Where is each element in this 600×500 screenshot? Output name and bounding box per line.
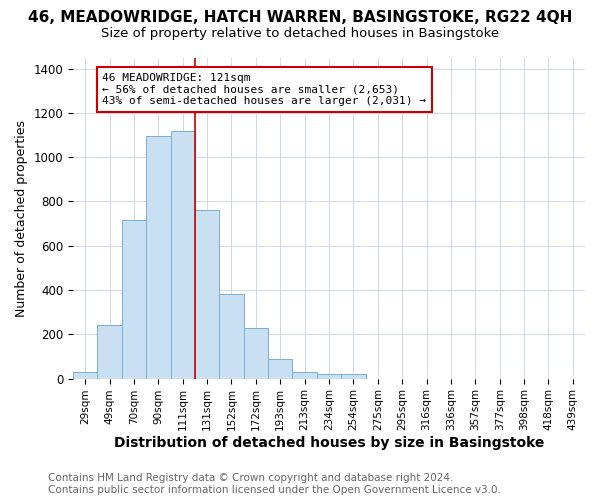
Bar — [244, 328, 268, 378]
Text: 46 MEADOWRIDGE: 121sqm
← 56% of detached houses are smaller (2,653)
43% of semi-: 46 MEADOWRIDGE: 121sqm ← 56% of detached… — [102, 73, 426, 106]
Bar — [268, 358, 292, 378]
Bar — [220, 294, 244, 378]
Bar — [195, 210, 220, 378]
Bar — [341, 374, 365, 378]
Bar — [170, 130, 195, 378]
Bar — [146, 136, 170, 378]
Bar — [317, 374, 341, 378]
Bar — [122, 220, 146, 378]
Text: 46, MEADOWRIDGE, HATCH WARREN, BASINGSTOKE, RG22 4QH: 46, MEADOWRIDGE, HATCH WARREN, BASINGSTO… — [28, 10, 572, 25]
Bar — [292, 372, 317, 378]
Text: Contains HM Land Registry data © Crown copyright and database right 2024.
Contai: Contains HM Land Registry data © Crown c… — [48, 474, 501, 495]
Bar — [97, 326, 122, 378]
Bar — [73, 372, 97, 378]
Y-axis label: Number of detached properties: Number of detached properties — [15, 120, 28, 316]
Text: Size of property relative to detached houses in Basingstoke: Size of property relative to detached ho… — [101, 28, 499, 40]
X-axis label: Distribution of detached houses by size in Basingstoke: Distribution of detached houses by size … — [114, 436, 544, 450]
